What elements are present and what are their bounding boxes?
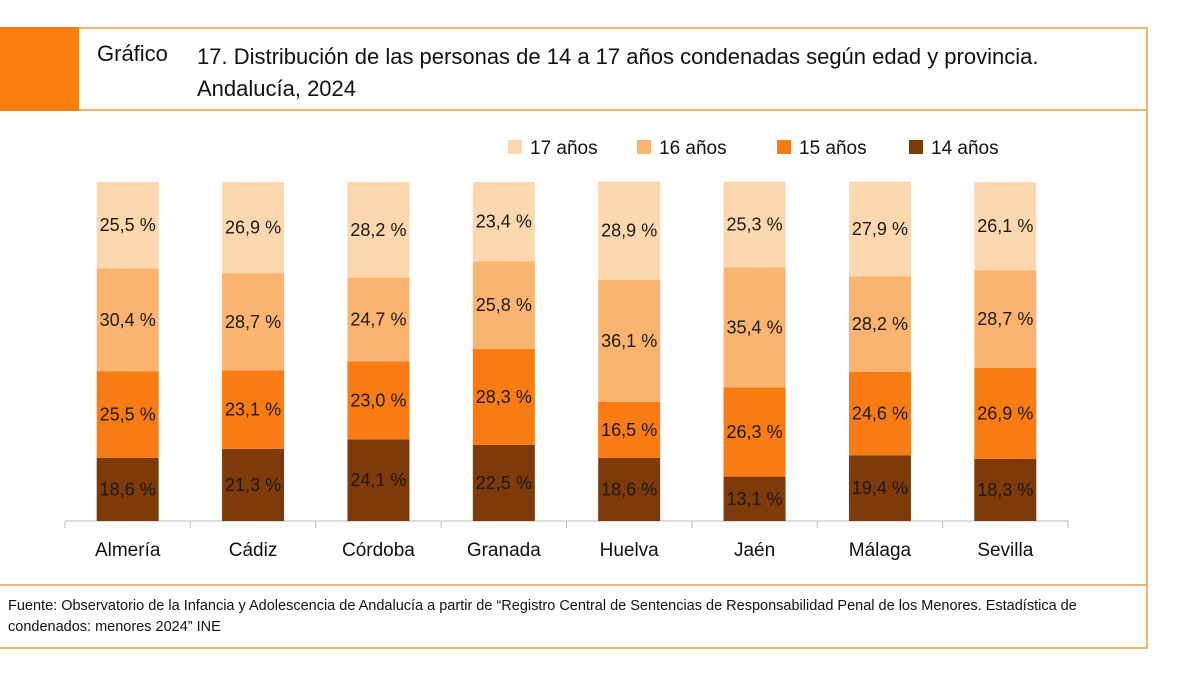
data-label: 28,9 % bbox=[601, 221, 657, 241]
bar-segment bbox=[723, 476, 786, 521]
category-label: Granada bbox=[467, 540, 541, 561]
data-label: 22,5 % bbox=[476, 473, 532, 493]
category-label: Almería bbox=[95, 540, 161, 561]
chart-frame bbox=[0, 27, 1148, 649]
category-label: Sevilla bbox=[977, 540, 1033, 561]
data-label: 18,6 % bbox=[100, 479, 156, 499]
legend-item: 16 años bbox=[637, 138, 727, 159]
bar-segment bbox=[472, 348, 535, 445]
bar-segment bbox=[974, 458, 1037, 521]
legend-label: 16 años bbox=[659, 138, 727, 159]
data-label: 36,1 % bbox=[601, 331, 657, 351]
legend-item: 14 años bbox=[909, 138, 999, 159]
bar-segment bbox=[598, 279, 661, 403]
data-label: 18,6 % bbox=[601, 479, 657, 499]
legend-label: 15 años bbox=[799, 138, 867, 159]
legend-label: 14 años bbox=[931, 138, 999, 159]
bar-segment bbox=[472, 444, 535, 521]
bar-segment bbox=[96, 182, 159, 269]
data-label: 23,1 % bbox=[225, 400, 281, 420]
bar-segment bbox=[472, 182, 535, 262]
data-label: 24,7 % bbox=[350, 309, 406, 329]
chart-header: Gráfico 17. Distribución de las personas… bbox=[79, 27, 1148, 111]
bar-segment bbox=[723, 387, 786, 477]
data-label: 28,2 % bbox=[350, 220, 406, 240]
bar-segment bbox=[848, 371, 911, 456]
bar-segment bbox=[347, 361, 410, 440]
chart-title: 17. Distribución de las personas de 14 a… bbox=[197, 44, 1039, 101]
data-label: 27,9 % bbox=[852, 219, 908, 239]
header-accent bbox=[0, 27, 79, 111]
data-label: 23,4 % bbox=[476, 212, 532, 232]
data-label: 18,3 % bbox=[977, 480, 1033, 500]
bar-segment bbox=[347, 182, 410, 278]
data-label: 24,6 % bbox=[852, 404, 908, 424]
category-label: Huelva bbox=[600, 540, 660, 561]
bar-segment bbox=[347, 439, 410, 521]
bar-segment bbox=[974, 270, 1037, 368]
data-label: 35,4 % bbox=[727, 317, 783, 337]
bar-segment bbox=[598, 457, 661, 521]
data-label: 30,4 % bbox=[100, 310, 156, 330]
legend-swatch bbox=[637, 140, 651, 154]
legend-swatch bbox=[508, 140, 522, 154]
bar-segment bbox=[974, 182, 1037, 271]
source-note: Fuente: Observatorio de la Infancia y Ad… bbox=[0, 584, 1148, 638]
data-label: 21,3 % bbox=[225, 475, 281, 495]
data-label: 28,7 % bbox=[977, 309, 1033, 329]
data-label: 23,0 % bbox=[350, 390, 406, 410]
legend-label: 17 años bbox=[530, 138, 598, 159]
bar-segment bbox=[974, 367, 1037, 459]
category-label: Málaga bbox=[849, 540, 912, 561]
bar-segment bbox=[222, 182, 285, 274]
bar-segment bbox=[347, 277, 410, 362]
bar-segment bbox=[96, 268, 159, 372]
data-label: 25,5 % bbox=[100, 405, 156, 425]
bar-segment bbox=[723, 181, 786, 268]
bar-segment bbox=[848, 181, 911, 277]
data-label: 25,5 % bbox=[100, 215, 156, 235]
data-label: 26,9 % bbox=[225, 218, 281, 238]
data-label: 25,8 % bbox=[476, 295, 532, 315]
data-label: 24,1 % bbox=[350, 470, 406, 490]
category-label: Jaén bbox=[734, 540, 775, 561]
bar-segment bbox=[848, 455, 911, 521]
bar-segment bbox=[222, 448, 285, 521]
category-label: Córdoba bbox=[342, 540, 415, 561]
data-label: 16,5 % bbox=[601, 420, 657, 440]
bar-segment bbox=[598, 402, 661, 458]
data-label: 26,3 % bbox=[727, 422, 783, 442]
legend-item: 15 años bbox=[777, 138, 867, 159]
data-label: 25,3 % bbox=[727, 215, 783, 235]
bar-segment bbox=[723, 267, 786, 388]
legend-swatch bbox=[777, 140, 791, 154]
data-label: 26,9 % bbox=[977, 403, 1033, 423]
bar-segment bbox=[222, 370, 285, 449]
bar-segment bbox=[598, 181, 661, 280]
legend-item: 17 años bbox=[508, 138, 598, 159]
data-label: 26,1 % bbox=[977, 216, 1033, 236]
bar-segment bbox=[472, 261, 535, 349]
legend-swatch bbox=[909, 140, 923, 154]
data-label: 28,7 % bbox=[225, 312, 281, 332]
header-prefix: Gráfico bbox=[97, 41, 168, 66]
data-label: 28,3 % bbox=[476, 387, 532, 407]
data-label: 13,1 % bbox=[727, 489, 783, 509]
data-label: 28,2 % bbox=[852, 314, 908, 334]
data-label: 19,4 % bbox=[852, 478, 908, 498]
bar-segment bbox=[96, 371, 159, 458]
bar-segment bbox=[848, 276, 911, 372]
bar-segment bbox=[96, 457, 159, 521]
bar-segment bbox=[222, 273, 285, 371]
category-label: Cádiz bbox=[229, 540, 278, 561]
